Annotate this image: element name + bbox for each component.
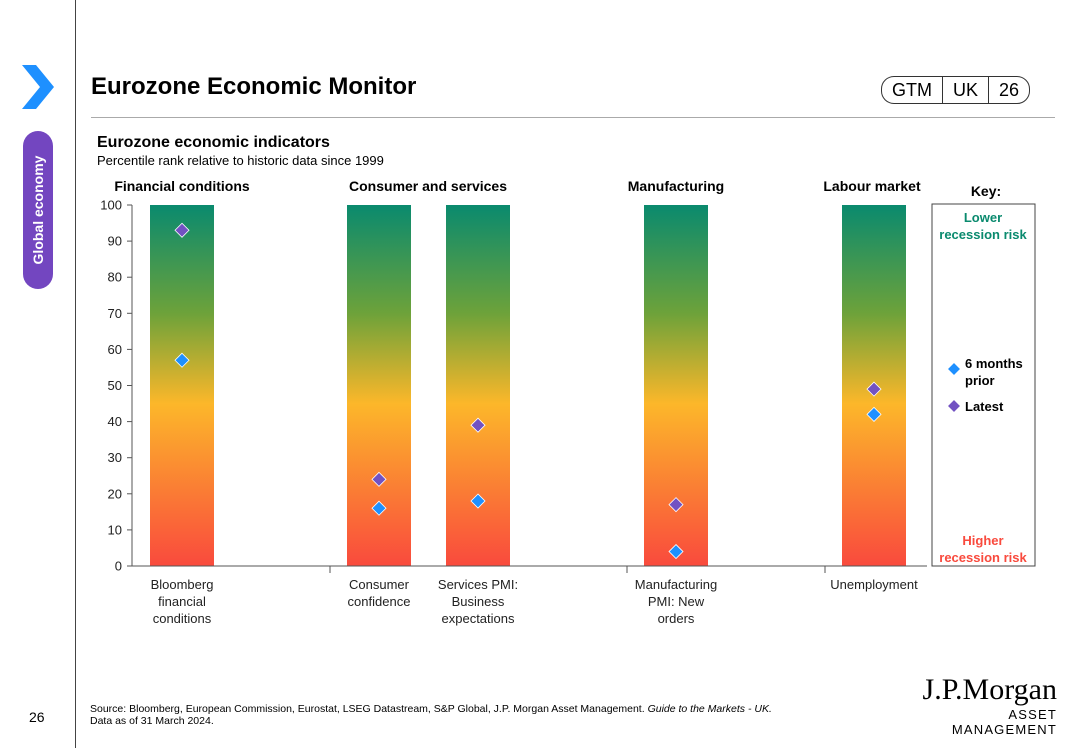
marker-latest — [174, 222, 190, 238]
category-label: Bloomberg — [151, 577, 214, 592]
page-number: 26 — [29, 709, 45, 725]
marker-6-months-prior — [174, 352, 190, 368]
category-label: Unemployment — [830, 577, 918, 592]
marker-6-months-prior — [866, 406, 882, 422]
key-6-months-prior-label: prior — [965, 373, 995, 388]
y-tick-label: 50 — [108, 378, 122, 393]
category-label: Consumer — [349, 577, 410, 592]
page-title: Eurozone Economic Monitor — [91, 73, 417, 100]
category-label: financial — [158, 594, 206, 609]
chart-title: Eurozone economic indicators — [97, 134, 330, 151]
y-tick-label: 90 — [108, 234, 122, 249]
group-header: Labour market — [823, 178, 921, 194]
key-lower-risk-label: recession risk — [939, 227, 1027, 242]
key-lower-risk-label: Lower — [964, 210, 1002, 225]
category-label: PMI: New — [648, 594, 705, 609]
y-tick-label: 30 — [108, 450, 122, 465]
page-divider-line — [75, 0, 76, 748]
y-tick-label: 0 — [115, 559, 122, 574]
badge-page: 26 — [988, 77, 1029, 103]
source-text: Source: Bloomberg, European Commission, … — [90, 703, 648, 715]
key-higher-risk-label: Higher — [962, 533, 1003, 548]
y-tick-label: 100 — [100, 198, 122, 213]
category-label: expectations — [442, 611, 515, 626]
chart-subtitle: Percentile rank relative to historic dat… — [97, 153, 384, 168]
jpmorgan-logo: J.P.Morgan ASSET MANAGEMENT — [905, 673, 1057, 737]
marker-6-months-prior — [668, 543, 684, 560]
indicator-bar — [446, 205, 510, 566]
group-header: Manufacturing — [628, 178, 724, 194]
data-date: Data as of 31 March 2024. — [90, 715, 214, 727]
indicator-bar — [150, 205, 214, 566]
key-title: Key: — [971, 183, 1001, 199]
marker-latest — [470, 417, 486, 433]
footer-source: Source: Bloomberg, European Commission, … — [90, 703, 772, 727]
marker-6-months-prior — [470, 493, 486, 509]
key-6-months-prior-label: 6 months — [965, 356, 1023, 371]
key-marker-6-months-prior-icon — [946, 361, 962, 377]
y-tick-label: 20 — [108, 486, 122, 501]
category-label: Business — [452, 594, 505, 609]
y-tick-label: 40 — [108, 414, 122, 429]
key-box — [931, 203, 1036, 567]
category-label: conditions — [153, 611, 212, 626]
section-tab: Global economy — [23, 131, 53, 289]
group-header: Financial conditions — [114, 178, 250, 194]
y-tick-label: 60 — [108, 342, 122, 357]
gtm-badge: GTM UK 26 — [881, 76, 1031, 104]
marker-latest — [668, 497, 684, 513]
source-italic: Guide to the Markets - UK. — [647, 703, 772, 715]
marker-6-months-prior — [371, 500, 387, 516]
category-label: Manufacturing — [635, 577, 717, 592]
category-label: Services PMI: — [438, 577, 518, 592]
y-tick-label: 10 — [108, 522, 122, 537]
group-header: Consumer and services — [349, 178, 507, 194]
y-tick-label: 70 — [108, 306, 122, 321]
category-label: orders — [658, 611, 695, 626]
badge-country: UK — [942, 77, 988, 103]
key-higher-risk-label: recession risk — [939, 550, 1027, 565]
key-latest-label: Latest — [965, 399, 1004, 414]
marker-latest — [371, 471, 387, 487]
category-label: confidence — [348, 594, 411, 609]
chevron-right-icon — [22, 65, 54, 109]
logo-main: J.P.Morgan — [922, 673, 1057, 706]
y-tick-label: 80 — [108, 270, 122, 285]
logo-sub: ASSET MANAGEMENT — [951, 707, 1057, 737]
section-label: Global economy — [30, 155, 46, 265]
header-rule — [91, 117, 1055, 118]
badge-region: GTM — [892, 80, 932, 100]
marker-latest — [866, 381, 882, 397]
key-marker-latest-icon — [946, 398, 962, 414]
eurozone-indicator-chart: Financial conditions Consumer and service… — [100, 178, 1036, 626]
